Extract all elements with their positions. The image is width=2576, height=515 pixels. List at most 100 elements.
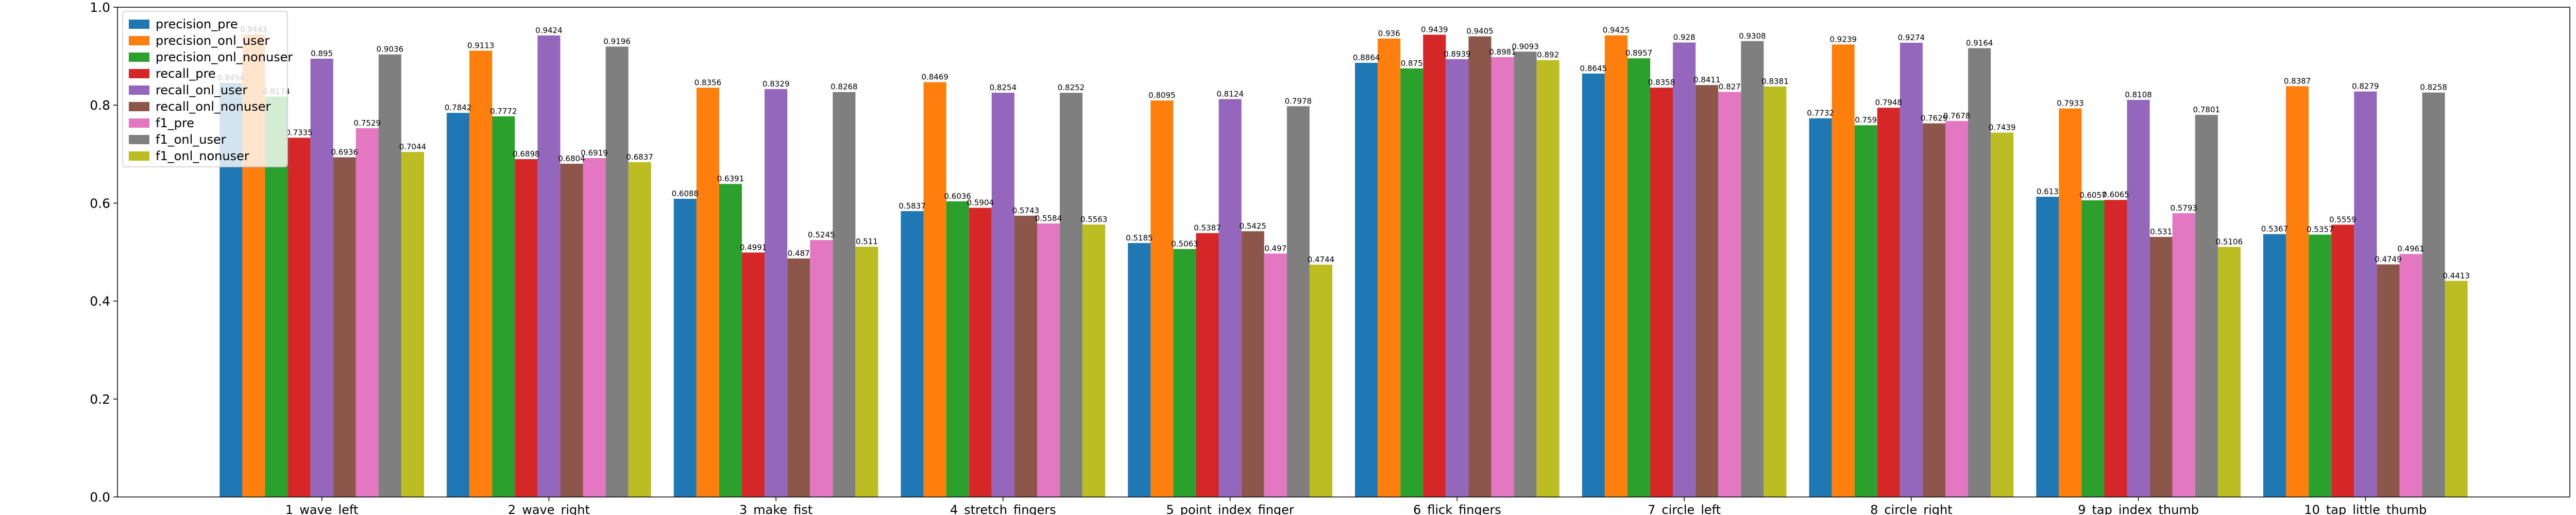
x-tick-label: 2_wave_right [508,503,590,515]
bar-f1_pre-3_make_fist [810,240,833,497]
bar-f1_onl_user-9_tap_index_thumb [2195,115,2218,497]
x-tick-label: 1_wave_left [285,503,358,515]
bar-f1_pre-9_tap_index_thumb [2172,213,2195,497]
bar-value-label: 0.9439 [1421,25,1448,34]
bar-recall_onl_nonuser-3_make_fist [787,258,810,497]
bar-value-label: 0.8254 [990,83,1017,92]
bar-f1_pre-2_wave_right [583,158,606,497]
bar-precision_pre-6_flick_fingers [1355,63,1378,497]
bar-f1_onl_nonuser-5_point_index_finger [1309,264,1332,497]
legend-label-precision_onl_nonuser: precision_onl_nonuser [156,50,293,64]
bar-value-label: 0.6804 [558,154,585,163]
bar-value-label: 0.8108 [2125,90,2152,99]
bar-value-label: 0.497 [1264,244,1286,253]
bar-value-label: 0.8268 [831,82,858,92]
x-tick-label: 9_tap_index_thumb [2078,503,2199,515]
bar-recall_onl_user-10_tap_little_thumb [2354,91,2377,497]
bar-value-label: 0.6065 [2102,190,2129,199]
bar-value-label: 0.5245 [808,230,835,239]
bar-f1_onl_user-6_flick_fingers [1514,52,1537,497]
legend-swatch-f1_onl_user [129,135,149,144]
bar-f1_onl_nonuser-2_wave_right [628,162,651,497]
bar-recall_onl_nonuser-5_point_index_finger [1241,231,1264,497]
bar-value-label: 0.7629 [1921,113,1948,123]
bar-value-label: 0.8411 [1693,75,1721,84]
bar-f1_onl_user-4_stretch_fingers [1060,93,1083,497]
bar-precision_onl_user-8_circle_right [1832,44,1855,497]
x-tick-label: 7_circle_left [1648,503,1721,515]
bar-value-label: 0.531 [2150,227,2172,236]
bar-value-label: 0.7678 [1943,111,1971,121]
bar-recall_onl_nonuser-8_circle_right [1922,123,1945,497]
bar-value-label: 0.8645 [1580,64,1607,73]
x-tick-label: 8_circle_right [1870,503,1953,515]
y-tick-label: 1.0 [90,0,110,15]
bar-recall_onl_nonuser-9_tap_index_thumb [2149,237,2173,497]
bar-value-label: 0.8252 [1058,83,1085,92]
bar-recall_pre-3_make_fist [742,252,765,497]
bar-value-label: 0.9093 [1512,42,1539,51]
legend-label-precision_onl_user: precision_onl_user [156,33,269,48]
bar-recall_onl_nonuser-1_wave_left [333,157,356,497]
bar-recall_onl_user-7_circle_left [1673,42,1696,497]
bar-value-label: 0.8095 [1148,91,1176,100]
bar-value-label: 0.6391 [717,174,744,183]
bar-recall_onl_user-8_circle_right [1900,43,1923,497]
bar-precision_pre-2_wave_right [447,113,470,497]
bar-precision_onl_nonuser-2_wave_right [492,116,515,497]
bar-value-label: 0.7801 [2193,105,2221,114]
bar-value-label: 0.7978 [1285,96,1312,106]
bar-recall_onl_nonuser-6_flick_fingers [1468,36,1492,497]
bar-f1_pre-10_tap_little_thumb [2399,254,2422,497]
bar-value-label: 0.5367 [2261,225,2289,234]
legend-label-recall_onl_user: recall_onl_user [156,83,247,97]
bar-value-label: 0.7842 [445,103,472,112]
bar-recall_onl_user-1_wave_left [310,58,333,497]
bar-value-label: 0.759 [1855,115,1877,125]
bar-value-label: 0.5904 [967,198,994,208]
bar-value-label: 0.936 [1378,29,1400,38]
bar-recall_onl_nonuser-2_wave_right [560,163,583,497]
x-tick-label: 3_make_fist [739,503,812,515]
bar-f1_pre-4_stretch_fingers [1037,223,1060,497]
bar-f1_onl_user-7_circle_left [1741,41,1764,497]
bar-value-label: 0.892 [1537,50,1559,60]
bar-value-label: 0.511 [856,237,878,246]
bar-precision_onl_nonuser-5_point_index_finger [1173,249,1196,497]
bar-precision_pre-5_point_index_finger [1128,243,1151,497]
legend-swatch-precision_pre [129,20,149,29]
bar-value-label: 0.613 [2037,187,2059,196]
bar-f1_onl_nonuser-9_tap_index_thumb [2217,247,2241,497]
bar-f1_pre-1_wave_left [355,128,379,497]
bar-value-label: 0.8124 [1216,89,1244,98]
legend-label-recall_onl_nonuser: recall_onl_nonuser [156,99,270,114]
bar-precision_onl_nonuser-3_make_fist [719,184,742,497]
bar-value-label: 0.6036 [944,192,971,201]
bar-recall_pre-4_stretch_fingers [969,208,992,497]
bar-value-label: 0.4413 [2443,271,2470,280]
bar-precision_onl_nonuser-9_tap_index_thumb [2081,200,2105,497]
bar-value-label: 0.8329 [762,79,790,89]
bar-value-label: 0.8258 [2420,83,2447,92]
bar-value-label: 0.9308 [1739,31,1766,41]
bar-value-label: 0.5387 [1194,224,1221,233]
legend-swatch-recall_pre [129,69,149,78]
x-tick-label: 5_point_index_finger [1166,503,1294,515]
bar-precision_onl_user-9_tap_index_thumb [2059,108,2082,497]
bars-layer [219,34,2468,497]
bar-precision_pre-7_circle_left [1582,73,1605,497]
bar-value-label: 0.8957 [1625,48,1653,58]
bar-precision_onl_user-6_flick_fingers [1378,38,1401,497]
bar-f1_onl_user-10_tap_little_thumb [2422,92,2445,497]
bar-value-label: 0.8981 [1489,47,1516,57]
legend-swatch-f1_pre [129,118,149,128]
bar-precision_pre-8_circle_right [1809,118,1832,497]
bar-value-label: 0.5743 [1012,206,1040,215]
bar-precision_onl_nonuser-8_circle_right [1854,125,1877,497]
x-tick-label: 4_stretch_fingers [950,503,1056,515]
bar-f1_onl_user-2_wave_right [605,46,629,497]
bar-value-label: 0.7529 [354,118,381,128]
bar-value-label: 0.5837 [899,201,926,211]
bar-value-label: 0.6898 [513,149,540,159]
